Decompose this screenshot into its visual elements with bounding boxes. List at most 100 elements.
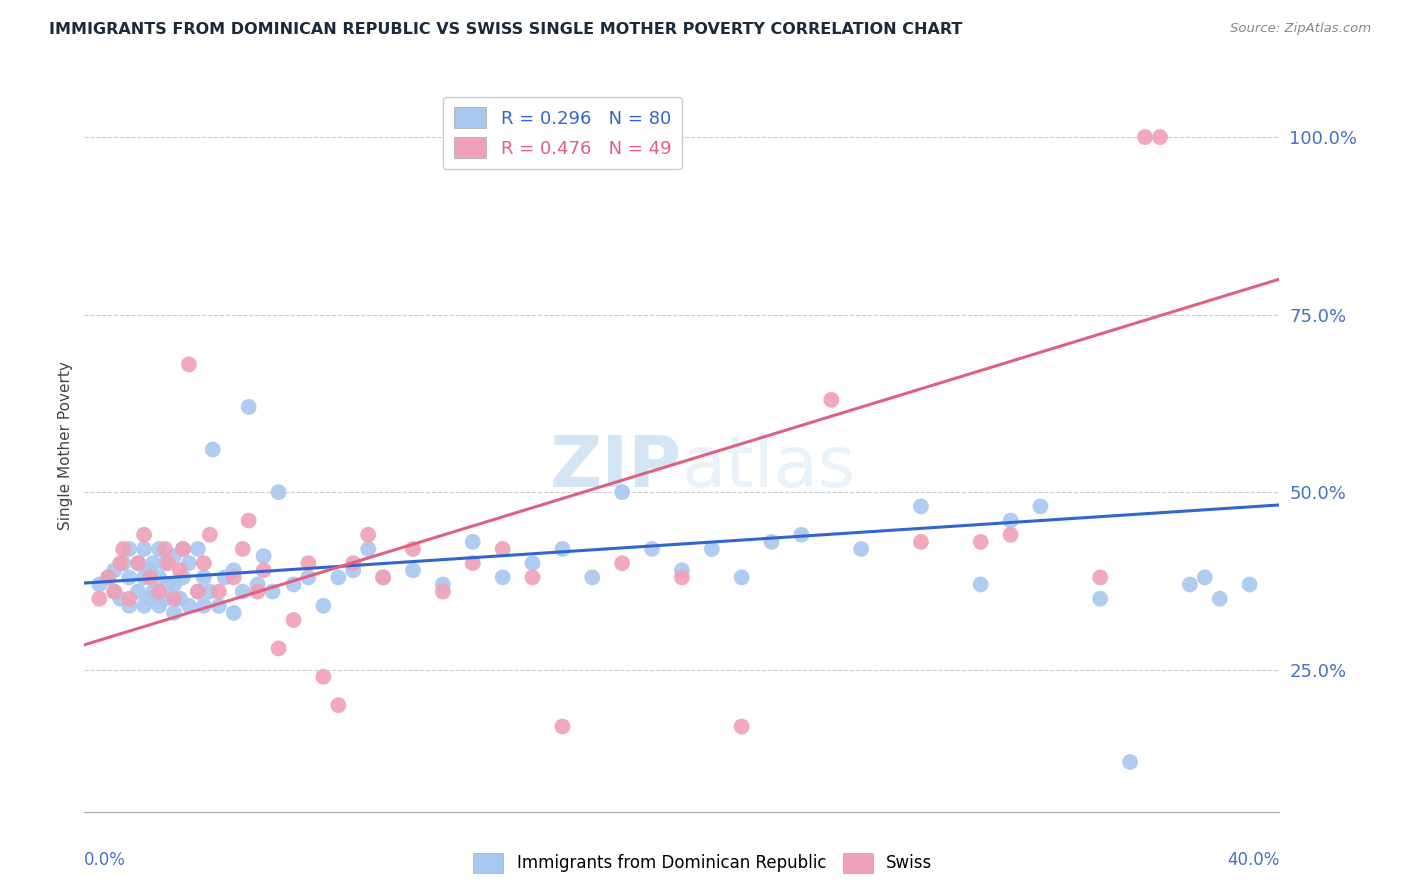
Point xyxy=(731,719,754,733)
Point xyxy=(267,641,290,656)
Point xyxy=(148,541,170,556)
Point xyxy=(110,556,132,570)
Point xyxy=(492,541,515,556)
Point xyxy=(187,584,209,599)
Point xyxy=(671,570,693,584)
Point xyxy=(232,541,254,556)
Point xyxy=(402,563,425,577)
Point xyxy=(89,577,111,591)
Point xyxy=(312,599,335,613)
Point xyxy=(232,584,254,599)
Point xyxy=(357,528,380,542)
Point xyxy=(193,556,215,570)
Point xyxy=(103,563,125,577)
Point xyxy=(1194,570,1216,584)
Point xyxy=(139,591,162,606)
Point xyxy=(1178,577,1201,591)
Point xyxy=(172,541,194,556)
Point xyxy=(492,570,515,584)
Point xyxy=(246,584,269,599)
Point xyxy=(342,556,364,570)
Text: 40.0%: 40.0% xyxy=(1227,851,1279,869)
Point xyxy=(1090,591,1112,606)
Text: 0.0%: 0.0% xyxy=(84,851,127,869)
Point xyxy=(373,570,395,584)
Point xyxy=(1090,570,1112,584)
Point xyxy=(169,591,191,606)
Point xyxy=(910,534,932,549)
Point xyxy=(253,549,276,563)
Point xyxy=(198,584,221,599)
Point xyxy=(132,570,156,584)
Point xyxy=(432,577,454,591)
Point xyxy=(820,392,842,407)
Point xyxy=(142,584,165,599)
Point xyxy=(208,584,231,599)
Point xyxy=(641,541,664,556)
Point xyxy=(177,556,200,570)
Point xyxy=(970,577,993,591)
Point xyxy=(163,606,186,620)
Point xyxy=(357,541,380,556)
Point xyxy=(238,514,260,528)
Point xyxy=(671,563,693,577)
Point xyxy=(193,570,215,584)
Point xyxy=(432,584,454,599)
Point xyxy=(110,591,132,606)
Point xyxy=(153,541,176,556)
Point xyxy=(761,534,783,549)
Point xyxy=(1029,500,1052,514)
Point xyxy=(127,556,149,570)
Point xyxy=(127,556,149,570)
Point xyxy=(198,528,221,542)
Point xyxy=(1000,528,1022,542)
Point xyxy=(112,556,135,570)
Point xyxy=(1119,755,1142,769)
Point xyxy=(1209,591,1232,606)
Point xyxy=(970,534,993,549)
Point xyxy=(163,591,186,606)
Point xyxy=(172,570,194,584)
Point xyxy=(157,577,180,591)
Point xyxy=(328,698,350,713)
Point xyxy=(163,577,186,591)
Y-axis label: Single Mother Poverty: Single Mother Poverty xyxy=(58,361,73,531)
Point xyxy=(132,541,156,556)
Point xyxy=(522,570,544,584)
Point xyxy=(148,584,170,599)
Point xyxy=(612,485,634,500)
Point xyxy=(297,556,319,570)
Point xyxy=(267,485,290,500)
Point xyxy=(1133,130,1156,145)
Point xyxy=(790,528,813,542)
Point xyxy=(148,570,170,584)
Legend: R = 0.296   N = 80, R = 0.476   N = 49: R = 0.296 N = 80, R = 0.476 N = 49 xyxy=(443,96,682,169)
Point xyxy=(373,570,395,584)
Point xyxy=(103,584,125,599)
Point xyxy=(222,606,245,620)
Point xyxy=(1239,577,1261,591)
Point xyxy=(139,563,162,577)
Point xyxy=(522,556,544,570)
Point xyxy=(581,570,603,584)
Point xyxy=(169,563,191,577)
Point xyxy=(312,670,335,684)
Point xyxy=(139,570,162,584)
Point xyxy=(214,570,236,584)
Point xyxy=(118,599,141,613)
Point xyxy=(253,563,276,577)
Point xyxy=(246,577,269,591)
Point xyxy=(153,591,176,606)
Point xyxy=(262,584,284,599)
Point xyxy=(127,584,149,599)
Point xyxy=(1000,514,1022,528)
Point xyxy=(153,556,176,570)
Text: Source: ZipAtlas.com: Source: ZipAtlas.com xyxy=(1230,22,1371,36)
Point xyxy=(177,599,200,613)
Point xyxy=(132,528,156,542)
Point xyxy=(187,541,209,556)
Point xyxy=(297,570,319,584)
Point xyxy=(222,563,245,577)
Point xyxy=(700,541,723,556)
Point xyxy=(89,591,111,606)
